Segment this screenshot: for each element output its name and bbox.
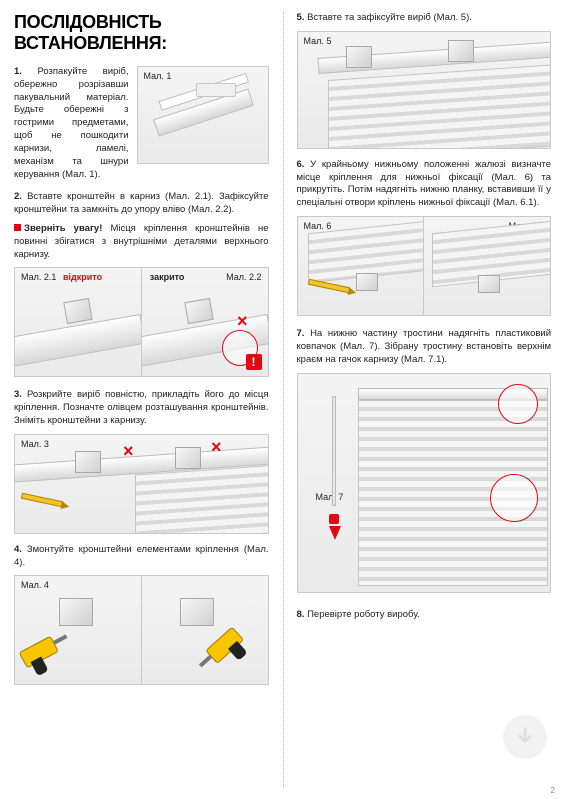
- step-1-body: Розпакуйте виріб, обережно розрізавши па…: [14, 66, 129, 180]
- label-closed: закрито: [150, 272, 185, 282]
- page-number: 2: [551, 786, 555, 795]
- x-mark-icon: ×: [237, 311, 248, 332]
- figure-7: Мал. 7 Мал. 7.1: [297, 373, 552, 593]
- step-3-text: 3. Розкрийте виріб повністю, прикладіть …: [14, 389, 269, 427]
- step-3-num: 3.: [14, 389, 22, 400]
- step-5-text: 5. Вставте та зафіксуйте виріб (Мал. 5).: [297, 12, 552, 25]
- left-column: ПОСЛІДОВНІСТЬ ВСТАНОВЛЕННЯ: 1. Розпакуйт…: [0, 0, 283, 799]
- watermark-icon: [503, 715, 547, 759]
- figure-3: Мал. 3 × ×: [14, 434, 269, 534]
- figure-4a: Мал. 4: [14, 575, 142, 685]
- step-8-body: Перевірте роботу виробу.: [307, 609, 420, 620]
- x-mark-icon: ×: [211, 437, 222, 458]
- step-5-num: 5.: [297, 12, 305, 23]
- step-4-text: 4. Змонтуйте кронштейни елементами кріпл…: [14, 544, 269, 570]
- step-4-body: Змонтуйте кронштейни елементами кріпленн…: [14, 544, 269, 568]
- figure-1: Мал. 1: [137, 66, 269, 164]
- wand-icon: [332, 396, 336, 506]
- step-2-num: 2.: [14, 191, 22, 202]
- wand-cap-icon: [329, 514, 339, 524]
- step-8-num: 8.: [297, 609, 305, 620]
- right-column: 5. Вставте та зафіксуйте виріб (Мал. 5).…: [283, 0, 565, 799]
- step-4-num: 4.: [14, 544, 22, 555]
- step-5-body: Вставте та зафіксуйте виріб (Мал. 5).: [307, 12, 472, 23]
- figure-5-label: Мал. 5: [304, 36, 332, 46]
- step-2-body: Вставте кронштейн в карниз (Мал. 2.1). З…: [14, 191, 269, 215]
- figure-1-label: Мал. 1: [144, 71, 172, 81]
- step-6-body: У крайньому нижньому положенні жалюзі ви…: [297, 159, 552, 208]
- x-mark-icon: ×: [123, 441, 134, 462]
- step-6-text: 6. У крайньому нижньому положенні жалюзі…: [297, 159, 552, 210]
- figure-6-1: Мал. 6.1: [424, 216, 551, 316]
- figure-6-label: Мал. 6: [304, 221, 332, 231]
- label-open: відкрито: [63, 272, 102, 282]
- drill-icon: [198, 627, 252, 680]
- warning-label: Зверніть увагу!: [24, 223, 102, 234]
- figure-3-label: Мал. 3: [21, 439, 49, 449]
- step-2-warning: Зверніть увагу! Місця кріплення кронштей…: [14, 223, 269, 261]
- figure-2-1-label: Мал. 2.1: [21, 272, 56, 282]
- step-7-num: 7.: [297, 328, 305, 339]
- figure-2-2: закрито Мал. 2.2 × !: [142, 267, 269, 377]
- figure-2-1: Мал. 2.1 відкрито: [14, 267, 142, 377]
- step-1-text: 1. Розпакуйте виріб, обережно розрізавши…: [14, 66, 129, 181]
- step-7-text: 7. На нижню частину тростини надягніть п…: [297, 328, 552, 366]
- warning-icon: [14, 224, 21, 231]
- figure-2-2-label: Мал. 2.2: [226, 272, 261, 282]
- arrow-down-icon: [329, 526, 341, 540]
- alert-badge: !: [246, 354, 262, 370]
- step-8-text: 8. Перевірте роботу виробу.: [297, 609, 552, 622]
- step-3-body: Розкрийте виріб повністю, прикладіть йог…: [14, 389, 269, 426]
- figure-6: Мал. 6: [297, 216, 425, 316]
- drill-icon: [19, 631, 74, 679]
- figure-4b: [142, 575, 269, 685]
- column-divider: [283, 12, 284, 787]
- step-1-num: 1.: [14, 66, 22, 77]
- step-7-body: На нижню частину тростини надягніть плас…: [297, 328, 552, 365]
- figure-5: Мал. 5: [297, 31, 552, 149]
- step-6-num: 6.: [297, 159, 305, 170]
- step-2-text: 2. Вставте кронштейн в карниз (Мал. 2.1)…: [14, 191, 269, 217]
- figure-7-label: Мал. 7: [316, 492, 344, 502]
- page-title: ПОСЛІДОВНІСТЬ ВСТАНОВЛЕННЯ:: [14, 12, 269, 54]
- figure-4-label: Мал. 4: [21, 580, 49, 590]
